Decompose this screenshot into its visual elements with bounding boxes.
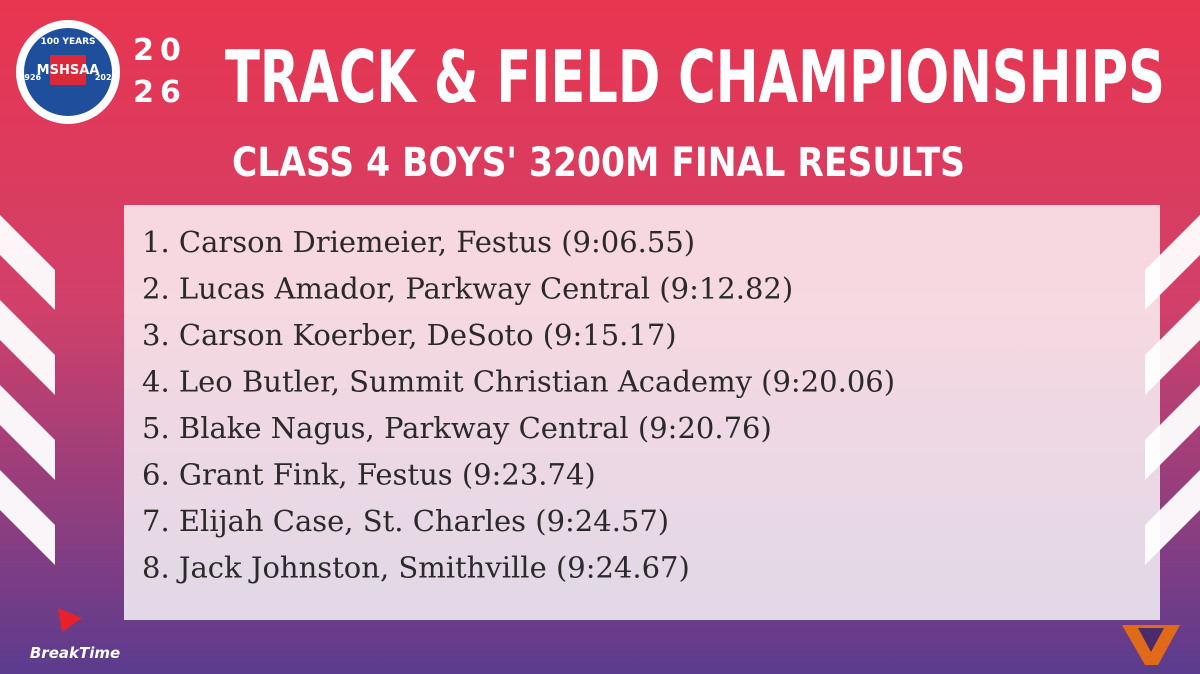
result-line: 4. Leo Butler, Summit Christian Academy … <box>142 365 895 399</box>
sponsor-arrow <box>58 608 82 632</box>
year-bottom: 26 <box>133 75 187 110</box>
result-line: 8. Jack Johnston, Smithville (9:24.67) <box>142 551 690 585</box>
logo-year: 1926 <box>19 73 42 82</box>
logo-state <box>50 55 86 85</box>
mshsaa-logo: 100 YEARS 1926 2026 MSHSAA <box>16 20 120 124</box>
results-panel <box>124 205 1160 620</box>
result-line: 6. Grant Fink, Festus (9:23.74) <box>142 458 596 492</box>
logo-name: MSHSAA <box>37 63 100 78</box>
school-logo <box>1122 625 1180 665</box>
result-line: 5. Blake Nagus, Parkway Central (9:20.76… <box>142 411 772 445</box>
sponsor-logo: BreakTime <box>30 608 120 662</box>
year-top: 20 <box>133 33 187 68</box>
result-line: 3. Carson Koerber, DeSoto (9:15.17) <box>142 318 677 352</box>
title: TRACK & FIELD CHAMPIONSHIPS <box>225 35 1165 119</box>
logo-year: 2026 <box>95 73 118 82</box>
result-line: 1. Carson Driemeier, Festus (9:06.55) <box>142 225 695 259</box>
result-line: 7. Elijah Case, St. Charles (9:24.57) <box>142 504 669 538</box>
v-inner <box>1138 628 1164 652</box>
results-list: 1. Carson Driemeier, Festus (9:06.55) 2. … <box>142 225 895 585</box>
left-stripes <box>0 215 55 565</box>
logo-top: 100 YEARS <box>41 37 96 47</box>
result-line: 2. Lucas Amador, Parkway Central (9:12.8… <box>142 272 793 306</box>
subtitle: CLASS 4 BOYS' 3200M FINAL RESULTS <box>232 140 965 186</box>
sponsor-name: BreakTime <box>30 644 120 662</box>
